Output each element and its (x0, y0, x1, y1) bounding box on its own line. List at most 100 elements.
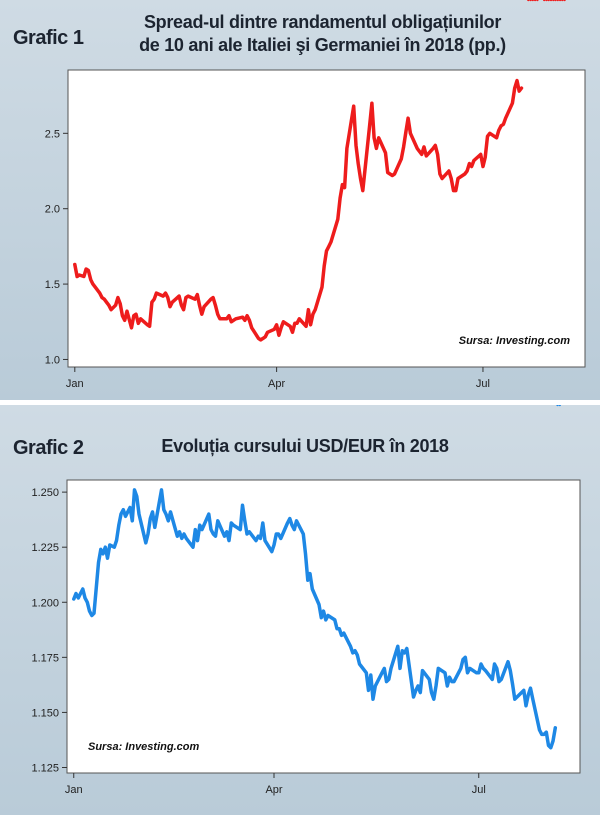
data-point (529, 0, 532, 2)
data-point (320, 285, 324, 289)
data-point (83, 596, 87, 600)
data-point (133, 488, 136, 492)
data-point (119, 302, 122, 305)
data-point (198, 304, 201, 307)
data-point (167, 519, 170, 522)
data-point (353, 649, 357, 652)
data-point (385, 680, 388, 683)
data-point (261, 337, 265, 340)
data-point (198, 524, 201, 527)
data-point (515, 695, 519, 699)
data-point (270, 550, 273, 553)
data-point (456, 177, 460, 180)
data-point (324, 618, 327, 622)
data-point (511, 682, 514, 685)
data-point (470, 165, 473, 168)
data-point (304, 552, 307, 555)
data-point (524, 704, 528, 707)
chart-title: Evoluția cursului USD/EUR în 2018 (110, 435, 500, 458)
data-point (82, 275, 86, 278)
data-point (314, 308, 317, 311)
data-point (527, 0, 530, 2)
data-point (132, 314, 135, 317)
data-point (216, 313, 219, 316)
chart-1-plot: 1.0 1.5 2.0 2.5 Jan Apr Jul Sursa: Investing.co… (45, 0, 586, 390)
data-point (282, 320, 285, 323)
data-point (130, 326, 133, 329)
data-point (243, 319, 247, 322)
data-point (212, 532, 215, 536)
data-point (554, 0, 557, 2)
data-point (401, 649, 404, 652)
data-point (311, 587, 314, 591)
data-point (286, 521, 289, 525)
data-point (88, 609, 91, 613)
data-point (327, 245, 330, 248)
data-point (486, 135, 489, 138)
data-point (459, 667, 462, 670)
data-point (325, 249, 328, 253)
data-point (436, 153, 439, 156)
y-tick-label: 1.225 (31, 542, 59, 554)
data-point (146, 323, 149, 326)
data-point (227, 314, 231, 317)
data-point (374, 684, 377, 688)
data-point (150, 301, 154, 304)
data-point (90, 614, 94, 617)
y-tick-label: 1.125 (31, 762, 59, 774)
x-tick-label: Jan (66, 378, 84, 390)
data-point (230, 320, 233, 323)
data-point (545, 731, 548, 734)
data-point (551, 739, 555, 743)
data-point (257, 337, 260, 340)
data-point (223, 535, 226, 538)
data-point (354, 144, 358, 147)
data-point (171, 301, 174, 304)
data-point (323, 264, 326, 268)
data-point (241, 504, 244, 507)
data-point (144, 541, 147, 544)
data-point (538, 728, 541, 732)
data-point (293, 322, 296, 325)
data-point (243, 519, 246, 522)
y-tick-label: 1.5 (45, 279, 60, 291)
data-point (225, 317, 228, 320)
chart-panel-1: Grafic 1 Spread-ul dintre randamentul ob… (0, 0, 600, 400)
data-point (448, 676, 451, 679)
data-point (531, 0, 534, 2)
data-point (266, 331, 269, 334)
data-point (343, 186, 346, 189)
x-tick-label: Apr (265, 784, 282, 796)
data-point (214, 304, 217, 307)
data-point (196, 293, 199, 296)
data-point (275, 532, 278, 536)
data-point (368, 124, 371, 128)
y-tick-label: 2.0 (45, 204, 60, 216)
data-point (495, 136, 498, 139)
data-point (369, 673, 372, 677)
data-point (164, 512, 168, 516)
data-point (329, 240, 333, 244)
data-point (450, 680, 453, 683)
data-point (497, 129, 500, 132)
data-point (94, 285, 97, 289)
y-tick-label: 1.175 (31, 652, 59, 664)
data-point (416, 147, 419, 150)
data-point (114, 304, 117, 307)
data-point (168, 305, 172, 308)
data-point (400, 157, 403, 161)
data-point (121, 314, 124, 317)
data-point (180, 537, 183, 540)
data-point (475, 671, 478, 674)
data-point (491, 678, 494, 681)
data-point (86, 601, 89, 604)
data-point (108, 543, 112, 547)
data-point (398, 667, 402, 670)
data-point (500, 678, 503, 681)
data-point (495, 667, 498, 670)
data-point (317, 603, 321, 606)
data-point (99, 548, 103, 551)
data-point (352, 105, 355, 108)
data-point (105, 301, 108, 304)
data-point (387, 678, 390, 681)
